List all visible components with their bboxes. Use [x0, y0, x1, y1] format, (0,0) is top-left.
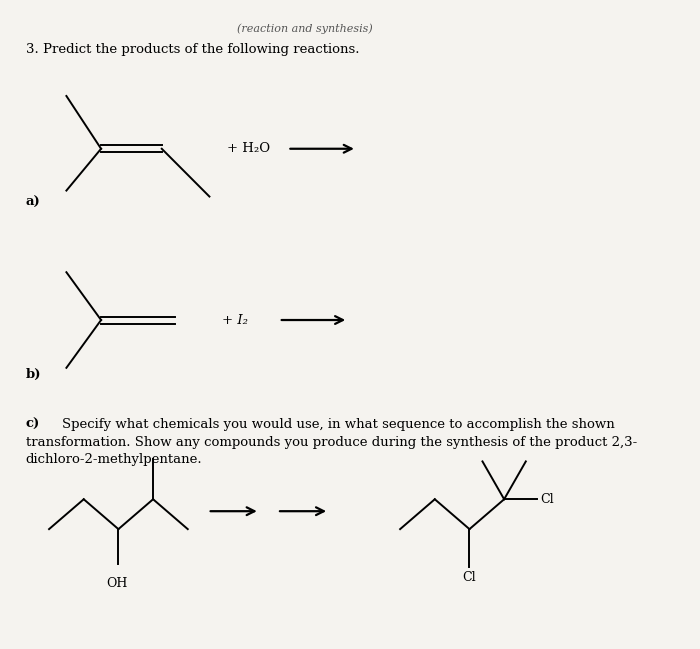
Text: c): c) — [26, 417, 40, 430]
Text: Cl: Cl — [463, 571, 476, 584]
Text: dichloro-2-methylpentane.: dichloro-2-methylpentane. — [26, 454, 202, 467]
Text: Specify what chemicals you would use, in what sequence to accomplish the shown: Specify what chemicals you would use, in… — [62, 417, 615, 430]
Text: + I₂: + I₂ — [223, 313, 248, 326]
Text: Cl: Cl — [540, 493, 554, 506]
Text: 3. Predict the products of the following reactions.: 3. Predict the products of the following… — [26, 43, 359, 56]
Text: a): a) — [26, 195, 41, 208]
Text: + H₂O: + H₂O — [227, 142, 270, 155]
Text: transformation. Show any compounds you produce during the synthesis of the produ: transformation. Show any compounds you p… — [26, 435, 637, 448]
Text: (reaction and synthesis): (reaction and synthesis) — [237, 23, 372, 34]
Text: b): b) — [26, 368, 41, 381]
Text: OH: OH — [106, 577, 127, 590]
